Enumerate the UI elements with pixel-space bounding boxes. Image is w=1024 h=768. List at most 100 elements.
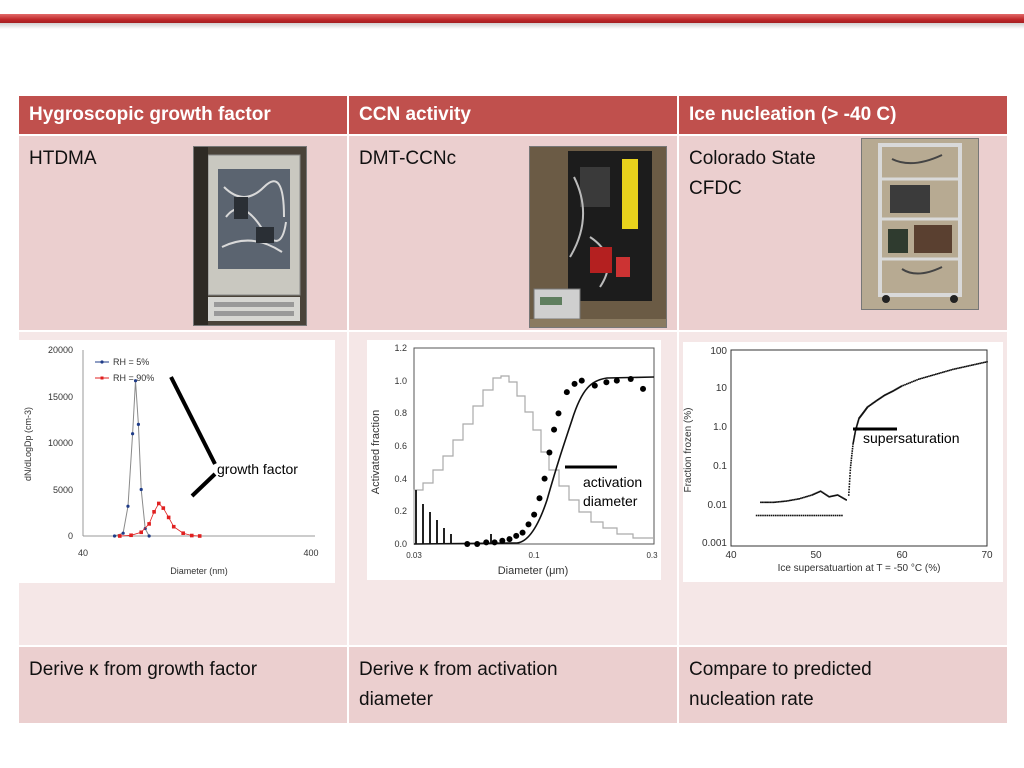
gf-legend: RH = 5% RH = 90% (95, 357, 154, 383)
gf-point (147, 522, 151, 526)
gf-point (117, 534, 122, 538)
ccn-point (571, 380, 578, 387)
ice-point (766, 514, 769, 517)
ccn-point (525, 521, 532, 528)
ice-point (873, 401, 876, 404)
gf-point (139, 487, 143, 492)
ice-point (772, 514, 775, 517)
ccn-point (541, 475, 548, 482)
ice-point (952, 368, 954, 371)
ice-point (789, 514, 792, 517)
ice-annotation: supersaturation (863, 430, 960, 446)
ice-point (981, 362, 983, 364)
ccn-point (531, 511, 538, 518)
ice-point (867, 405, 870, 408)
method-cell-ice: Compare to predicted nucleation rate (677, 645, 1009, 725)
ice-point (857, 421, 859, 423)
ccnc-photo (529, 146, 667, 328)
ice-point (982, 361, 985, 364)
ccn-point (603, 379, 610, 386)
gf-point (136, 422, 141, 426)
gf-point (152, 510, 156, 514)
ice-point (790, 499, 793, 502)
ice-point (984, 361, 987, 363)
ice-point (877, 398, 880, 401)
ccn-size-distribution (413, 375, 654, 544)
htdma-photo (193, 146, 307, 326)
ccn-point (640, 385, 647, 392)
ice-point (866, 406, 869, 408)
ice-point (811, 494, 813, 496)
ice-point (849, 464, 852, 467)
ice-point (888, 391, 891, 394)
ice-point (775, 514, 777, 517)
ice-point (914, 379, 917, 382)
ice-point (896, 387, 899, 390)
method-cell-growth: Derive κ from growth factor (17, 645, 349, 725)
instrument-label-cfdc: Colorado State CFDC (679, 136, 1007, 212)
gf-xtick-0: 40 (78, 548, 88, 558)
ice-point (809, 514, 811, 517)
ice-point (841, 514, 843, 517)
ice-ytick-3: 1.0 (713, 422, 727, 433)
ice-point (923, 376, 925, 379)
title-bar-shadow (0, 23, 1024, 29)
method-growth-factor: Derive κ from growth factor (29, 659, 258, 680)
ice-point (854, 430, 857, 433)
ccn-point (491, 539, 498, 546)
ice-point (787, 499, 789, 502)
instrument-label-cfdc-line1: Colorado State (689, 148, 816, 169)
ice-point (882, 395, 885, 397)
gf-series-line-1 (119, 502, 200, 537)
ice-point (815, 492, 818, 494)
ice-point (884, 394, 887, 396)
ice-point (869, 404, 871, 407)
ice-ytick-5: 100 (710, 346, 727, 357)
ccn-y-label: Activated fraction (370, 410, 382, 494)
ccn-ytick-4: 0.8 (394, 408, 407, 418)
gf-point (171, 524, 176, 529)
ice-point (757, 514, 760, 517)
ice-point (850, 459, 853, 462)
ice-point (904, 383, 906, 386)
ice-point (964, 365, 966, 368)
gf-point (197, 534, 202, 538)
gf-point (189, 533, 194, 538)
ice-point (783, 514, 786, 517)
ice-point (830, 495, 833, 498)
gf-annotation-arrow-upper (169, 376, 217, 465)
ice-point (819, 490, 822, 493)
ice-point (793, 498, 796, 501)
ice-point (839, 495, 841, 498)
ice-point (823, 492, 825, 495)
ice-point (851, 445, 854, 448)
ice-point (856, 423, 859, 426)
ice-point (785, 500, 788, 502)
ccn-point (536, 495, 543, 502)
ice-point (833, 494, 836, 497)
ice-point (829, 495, 831, 498)
ccn-marks (464, 376, 647, 547)
ice-point (853, 434, 856, 437)
ice-point (926, 375, 929, 378)
ice-point (769, 501, 772, 504)
ice-point (912, 380, 915, 383)
ice-point (761, 501, 764, 504)
ice-point (962, 366, 964, 368)
gf-point (129, 533, 133, 538)
ice-point (857, 419, 860, 422)
instrument-cell-cfdc: Colorado State CFDC (677, 134, 1009, 332)
instrument-row: HTDMA (17, 134, 1009, 332)
ice-point (800, 514, 803, 517)
ice-point (774, 501, 777, 503)
ccn-xtick-0: 0.03 (406, 551, 422, 560)
ice-point (943, 371, 946, 373)
ice-ytick-2: 0.1 (713, 461, 727, 472)
ice-point (972, 364, 975, 366)
method-activation-line2: diameter (359, 689, 433, 710)
ice-point (812, 493, 814, 496)
ice-point (848, 491, 850, 494)
ice-ytick-1: 0.01 (708, 500, 728, 511)
ice-point (787, 514, 790, 517)
ice-point (796, 498, 799, 500)
